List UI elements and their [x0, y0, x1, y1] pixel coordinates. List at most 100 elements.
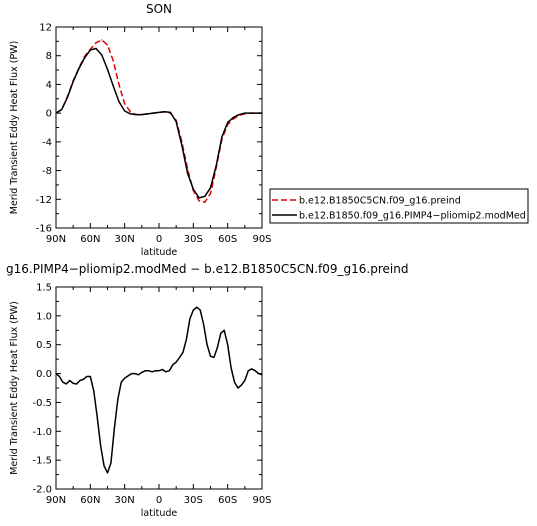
- top-series-1-point: [261, 112, 263, 114]
- bottom-series-0-point: [223, 329, 225, 331]
- top-panel: SON -16 -12 -8 -4 0 4 8 12 90N 60N 30N 0 30S 60S 90S lat…: [9, 2, 272, 258]
- top-series-1-point: [227, 121, 229, 124]
- bottom-ytick-label: -1.5: [32, 456, 52, 467]
- top-ytick-label: 0: [46, 109, 52, 120]
- bottom-series-0-point: [110, 462, 112, 464]
- bottom-series-0-point: [141, 371, 143, 374]
- legend-label-0: b.e12.B1850C5CN.f09_g16.preind: [299, 196, 461, 207]
- bottom-series-0-point: [55, 372, 57, 375]
- bottom-series-0-point: [261, 374, 263, 376]
- bottom-series-0-point: [216, 347, 218, 349]
- bottom-series-0-point: [230, 367, 232, 369]
- bottom-series-0-point: [209, 355, 212, 357]
- bottom-ytick-label: -2.0: [32, 485, 52, 496]
- top-series-1-point: [141, 113, 143, 116]
- bottom-series-0-point: [168, 370, 170, 372]
- top-series-1-point: [215, 164, 217, 167]
- bottom-series-0-point: [189, 318, 191, 320]
- bottom-series-0-point: [86, 375, 88, 378]
- top-series-1-point: [198, 197, 200, 199]
- bottom-series-0-point: [72, 382, 74, 384]
- top-series-1-point: [238, 113, 240, 116]
- bottom-series-0-point: [247, 370, 249, 372]
- bottom-series-0-point: [165, 371, 167, 373]
- top-xtick-label: 0: [156, 234, 162, 245]
- top-ytick-label: 8: [46, 51, 52, 62]
- bottom-chart-title: g16.PIMP4−pliomip2.modMed − b.e12.B1850C…: [6, 262, 408, 276]
- top-series-1-point: [255, 112, 257, 114]
- legend-box: [269, 188, 529, 224]
- top-xtick-label: 30N: [115, 234, 135, 245]
- bottom-panel: g16.PIMP4−pliomip2.modMed − b.e12.B1850C…: [6, 262, 408, 519]
- bottom-x-axis-label: latitude: [141, 508, 178, 519]
- top-series-1-point: [232, 116, 234, 119]
- bottom-ytick-label: 1.0: [36, 311, 52, 322]
- bottom-series-0-point: [240, 384, 242, 386]
- bottom-series-line-0: [55, 306, 263, 474]
- bottom-ytick-label: 0.0: [36, 369, 52, 380]
- bottom-series-0-point: [96, 416, 98, 418]
- bottom-series-0-point: [69, 379, 71, 382]
- top-series-line-0: [55, 39, 262, 203]
- top-series-0-point: [198, 200, 200, 202]
- top-ytick-label: -4: [42, 137, 52, 148]
- bottom-series-0-point: [175, 361, 177, 363]
- top-series-1-point: [112, 85, 114, 87]
- top-series-0-point: [106, 44, 109, 46]
- top-series-1-point: [175, 121, 177, 123]
- top-series-1-point: [244, 112, 246, 114]
- bottom-xtick-label: 60N: [80, 495, 100, 506]
- bottom-series-0-point: [251, 368, 253, 370]
- bottom-series-0-point: [130, 372, 133, 375]
- bottom-series-0-point: [257, 372, 260, 375]
- top-plot-frame: [55, 26, 263, 229]
- bottom-series-0-point: [206, 344, 208, 346]
- bottom-series-0-point: [203, 323, 205, 326]
- bottom-series-0-point: [82, 378, 85, 380]
- bottom-series-0-point: [154, 370, 157, 372]
- bottom-series-0-point: [151, 371, 153, 373]
- top-series-1-point: [146, 113, 149, 115]
- bottom-series-0-point: [89, 375, 91, 378]
- top-series-1-point: [209, 187, 212, 189]
- top-series-1-point: [101, 54, 103, 56]
- top-xtick-label: 30S: [184, 234, 203, 245]
- bottom-series-0-point: [117, 398, 119, 401]
- bottom-series-0-point: [213, 356, 215, 359]
- top-series-0-point: [209, 192, 212, 195]
- bottom-ytick-label: -1.0: [32, 427, 52, 438]
- bottom-ytick-label: 1.5: [36, 283, 52, 294]
- bottom-xtick-label: 90N: [46, 495, 66, 506]
- top-series-1-point: [129, 113, 131, 115]
- bottom-xtick-label: 0: [156, 495, 162, 506]
- bottom-series-0-point: [233, 381, 236, 383]
- top-series-1-point: [135, 113, 137, 116]
- bottom-xtick-label: 30N: [115, 495, 135, 506]
- bottom-series-0-point: [172, 364, 174, 366]
- bottom-series-0-point: [124, 377, 126, 379]
- top-series-1-point: [124, 110, 126, 112]
- top-xtick-label: 90S: [252, 234, 271, 245]
- top-xtick-label: 60N: [80, 234, 100, 245]
- top-series-1-point: [72, 80, 74, 83]
- top-series-1-point: [164, 111, 166, 113]
- top-series-1-point: [55, 112, 57, 114]
- top-series-1-point: [221, 136, 223, 138]
- top-ytick-label: 4: [46, 80, 52, 91]
- bottom-series-0-point: [65, 383, 67, 385]
- top-series-1-point: [61, 108, 63, 111]
- bottom-xtick-label: 90S: [252, 495, 271, 506]
- top-series-0-point: [101, 39, 103, 41]
- bottom-series-0-point: [244, 379, 246, 382]
- bottom-series-0-point: [192, 309, 194, 311]
- bottom-y-axis-label: Merid Transient Eddy Heat Flux (PW): [9, 301, 20, 475]
- top-y-axis-label: Merid Transient Eddy Heat Flux (PW): [9, 41, 20, 215]
- bottom-series-0-point: [148, 370, 150, 372]
- bottom-ytick-label: -0.5: [32, 398, 52, 409]
- top-ytick-label: 12: [39, 23, 52, 34]
- top-series-0-point: [204, 201, 206, 203]
- bottom-series-0-point: [76, 383, 78, 385]
- top-series-1-point: [181, 144, 183, 147]
- top-series-0-point: [124, 103, 126, 105]
- bottom-plot-frame: [55, 286, 263, 490]
